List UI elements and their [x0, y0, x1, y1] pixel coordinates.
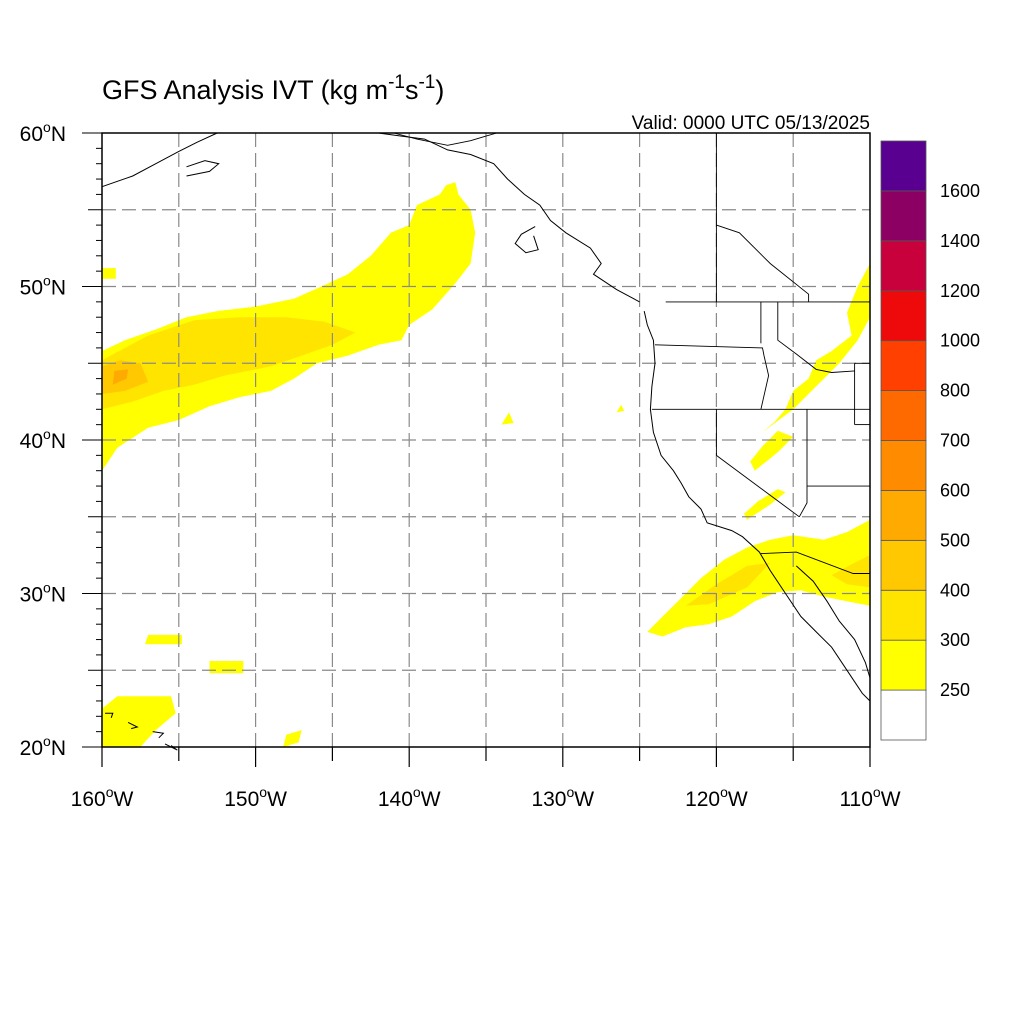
colorbar: 250 300 400 500 600 700 800 1000 1200 1400 1600	[880, 140, 980, 741]
border-3	[715, 409, 800, 518]
border-14	[716, 224, 810, 302]
colorbar-bin-0	[880, 689, 927, 741]
colorbar-bin-11	[880, 140, 927, 192]
colorbar-label-400: 400	[940, 580, 970, 600]
longitude-labels: 160oW 150oW 140oW 130oW 120oW 110oW	[71, 784, 901, 811]
coastline-3	[514, 226, 539, 254]
colorbar-bin-6	[880, 390, 927, 441]
lon-label-110: 110oW	[839, 784, 900, 811]
border-6	[798, 409, 808, 518]
ivt-region-7	[762, 263, 870, 433]
lon-label-140: 140oW	[378, 784, 441, 811]
lat-label-60: 60oN	[20, 119, 66, 146]
coastline-8	[152, 731, 165, 739]
colorbar-label-1400: 1400	[940, 231, 980, 251]
colorbar-bin-8	[880, 290, 927, 342]
axis-ticks	[82, 132, 871, 767]
ivt-region-5	[685, 562, 771, 606]
ivt-region-9	[744, 489, 786, 520]
lat-label-40: 40oN	[20, 426, 66, 453]
coastline-0	[643, 310, 871, 702]
colorbar-label-600: 600	[940, 480, 970, 500]
colorbar-label-800: 800	[940, 381, 970, 401]
political-borders	[393, 132, 870, 574]
border-5	[777, 301, 855, 373]
border-11	[760, 551, 870, 574]
coastline-7	[127, 721, 139, 730]
lon-label-150: 150oW	[224, 784, 287, 811]
ivt-region-6	[831, 555, 870, 588]
ivt-region-3	[112, 369, 129, 385]
border-12	[393, 132, 497, 146]
graticule-grid	[102, 133, 870, 747]
colorbar-bin-4	[880, 490, 927, 541]
lat-label-20: 20oN	[20, 733, 66, 760]
ivt-region-14	[102, 268, 116, 279]
colorbar-bin-10	[880, 190, 927, 242]
border-1	[654, 344, 770, 410]
colorbar-label-300: 300	[940, 630, 970, 650]
coastline-4	[101, 132, 218, 188]
colorbar-label-1000: 1000	[940, 331, 980, 351]
coastline-5	[186, 160, 220, 177]
ivt-region-4	[647, 519, 870, 637]
ivt-region-11	[145, 634, 182, 645]
coastline-2	[378, 132, 640, 303]
chart-title: GFS Analysis IVT (kg m-1s-1)	[102, 72, 444, 105]
lon-label-120: 120oW	[685, 784, 748, 811]
lon-label-160: 160oW	[71, 784, 134, 811]
latitude-labels: 20oN 30oN 40oN 50oN 60oN	[20, 119, 66, 760]
ivt-region-15	[501, 412, 514, 425]
ivt-region-13	[283, 730, 302, 747]
colorbar-bin-5	[880, 440, 927, 491]
lat-label-50: 50oN	[20, 273, 66, 300]
colorbar-label-1600: 1600	[940, 181, 980, 201]
colorbar-label-250: 250	[940, 680, 970, 700]
coastline-6	[105, 712, 114, 718]
colorbar-label-500: 500	[940, 530, 970, 550]
valid-time-label: Valid: 0000 UTC 05/13/2025	[632, 113, 870, 134]
colorbar-bin-3	[880, 539, 927, 591]
lon-label-130: 130oW	[531, 784, 594, 811]
coastline-1	[795, 565, 871, 679]
colorbar-bin-2	[880, 589, 927, 641]
colorbar-bin-1	[880, 639, 927, 691]
colorbar-label-1200: 1200	[940, 281, 980, 301]
colorbar-bin-7	[880, 340, 927, 391]
ivt-region-16	[616, 404, 625, 413]
lat-label-30: 30oN	[20, 580, 66, 607]
colorbar-label-700: 700	[940, 431, 970, 451]
colorbar-bin-9	[880, 240, 927, 292]
ivt-region-10	[102, 696, 176, 747]
ivt-region-12	[209, 661, 244, 674]
ivt-region-8	[750, 430, 794, 471]
